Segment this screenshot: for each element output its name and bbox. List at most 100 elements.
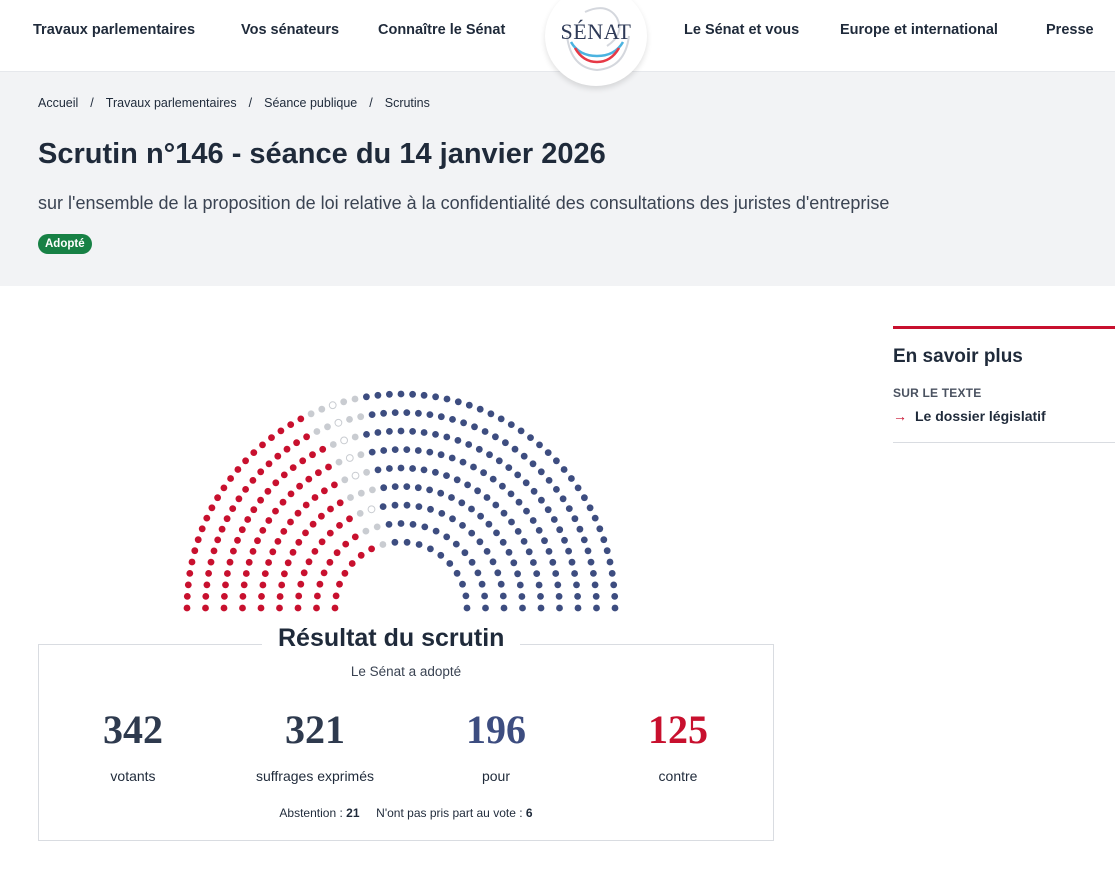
seat-pour — [611, 604, 619, 612]
seat-pour — [420, 429, 428, 436]
seat-contre — [313, 604, 320, 612]
seat-contre — [227, 475, 234, 482]
seat-pour — [568, 558, 576, 566]
seat-contre — [296, 482, 303, 490]
seat-pour — [421, 523, 429, 531]
seat-contre — [214, 536, 222, 544]
seat-contre — [293, 439, 300, 447]
nav-travaux-parlementaires[interactable]: Travaux parlementaires — [33, 22, 196, 38]
seat-pour — [391, 501, 399, 509]
nav-vos-senateurs[interactable]: Vos sénateurs — [241, 22, 340, 38]
seat-non-votant — [340, 436, 349, 445]
seat-pour — [386, 390, 393, 398]
seat-pour — [537, 468, 545, 476]
seat-contre — [331, 604, 339, 612]
seat-non-votant — [351, 471, 360, 480]
seat-pour — [497, 415, 505, 423]
senat-logo[interactable]: SÉNAT — [545, 0, 647, 86]
seat-pour — [449, 416, 456, 423]
breadcrumb-seance-publique[interactable]: Séance publique — [264, 96, 358, 110]
seat-pour — [610, 581, 618, 589]
seat-contre — [272, 479, 280, 487]
nav-europe-international[interactable]: Europe et international — [840, 22, 998, 38]
non-votant-label: N'ont pas pris part au vote : — [376, 806, 523, 820]
breadcrumb-separator: / — [248, 96, 253, 110]
seat-contre — [336, 499, 344, 507]
seat-pour — [535, 527, 543, 534]
seat-contre — [238, 526, 246, 534]
seat-pour — [432, 431, 439, 438]
seat-contre — [221, 593, 228, 600]
seat-pour — [483, 494, 491, 501]
seat-pour — [475, 445, 483, 453]
seat-contre — [327, 505, 334, 513]
seat-pour — [420, 466, 428, 474]
breadcrumb-travaux-parlementaires[interactable]: Travaux parlementaires — [105, 96, 237, 110]
seat-contre — [289, 464, 297, 471]
seat-pour — [480, 469, 487, 477]
seat-pour — [409, 428, 416, 435]
aside-title: En savoir plus — [893, 346, 1023, 367]
seat-contre — [261, 570, 269, 577]
seat-contre — [326, 558, 334, 566]
nav-presse[interactable]: Presse — [1046, 22, 1094, 38]
seat-pour — [465, 401, 473, 409]
seat-contre — [287, 518, 294, 526]
seat-pour — [474, 487, 481, 495]
seat-contre — [305, 558, 313, 566]
seat-pour — [514, 471, 522, 479]
seat-pour — [495, 457, 503, 465]
seat-pour — [409, 521, 417, 528]
stat-pour-label: pour — [481, 768, 511, 784]
seat-pour — [492, 501, 500, 509]
seat-pour — [409, 465, 416, 472]
seat-pour — [453, 476, 461, 484]
seat-pour — [446, 560, 454, 567]
stat-suffrages-label: suffrages exprimés — [255, 768, 374, 784]
seat-pour — [559, 495, 567, 503]
seat-pour — [453, 569, 461, 577]
nav-connaitre-le-senat[interactable]: Connaître le Sénat — [378, 22, 506, 38]
seat-contre — [295, 538, 303, 546]
seat-contre — [186, 570, 194, 577]
seat-contre — [265, 460, 273, 468]
breadcrumb-accueil[interactable]: Accueil — [38, 96, 79, 110]
page-title: Scrutin n°146 - séance du 14 janvier 202… — [38, 138, 606, 170]
seat-non-votant — [367, 505, 376, 514]
seat-contre — [280, 471, 288, 479]
seat-contre — [235, 495, 243, 503]
seat-contre — [305, 475, 313, 483]
seat-contre — [245, 558, 253, 566]
seat-pour — [380, 409, 387, 417]
breadcrumb-scrutins[interactable]: Scrutins — [384, 96, 430, 110]
seat-pour — [481, 592, 488, 600]
seat-pour — [530, 487, 538, 495]
seat-abstention — [351, 395, 359, 403]
seat-contre — [303, 433, 310, 441]
seat-contre — [348, 560, 356, 567]
seat-contre — [331, 481, 338, 489]
seat-pour — [438, 510, 446, 517]
seat-pour — [449, 515, 456, 523]
page-subtitle: sur l'ensemble de la proposition de loi … — [38, 193, 890, 213]
seat-pour — [454, 398, 462, 406]
seat-contre — [207, 558, 215, 566]
seat-pour — [525, 548, 533, 556]
seat-abstention — [318, 405, 326, 413]
stat-pour-value: 196 — [466, 707, 526, 752]
seat-contre — [311, 494, 319, 501]
breadcrumb-separator: / — [90, 96, 94, 110]
seat-contre — [316, 580, 324, 588]
seat-contre — [218, 525, 226, 533]
nav-le-senat-et-vous[interactable]: Le Sénat et vous — [684, 22, 800, 38]
seat-pour — [374, 466, 382, 474]
aside-accent-rule — [893, 326, 1115, 329]
seat-contre — [272, 507, 279, 515]
seat-contre — [336, 580, 343, 588]
seat-abstention — [362, 527, 370, 535]
seat-pour — [460, 419, 467, 427]
dossier-legislatif-link[interactable]: → Le dossier législatif — [893, 408, 1046, 424]
seat-pour — [520, 452, 528, 460]
seat-pour — [465, 441, 473, 448]
seat-pour — [580, 536, 588, 544]
